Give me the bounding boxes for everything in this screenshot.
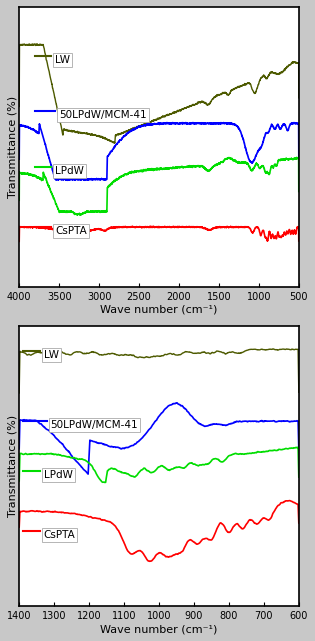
X-axis label: Wave number (cm⁻¹): Wave number (cm⁻¹) <box>100 305 218 315</box>
Text: LPdW: LPdW <box>55 166 84 176</box>
Text: LW: LW <box>55 55 70 65</box>
Y-axis label: Transmittance (%): Transmittance (%) <box>8 96 18 198</box>
Y-axis label: Transmittance (%): Transmittance (%) <box>8 415 18 517</box>
Text: LW: LW <box>44 350 59 360</box>
Text: 50LPdW/MCM-41: 50LPdW/MCM-41 <box>51 420 138 430</box>
Text: CsPTA: CsPTA <box>55 226 87 237</box>
X-axis label: Wave number (cm⁻¹): Wave number (cm⁻¹) <box>100 624 218 634</box>
Text: CsPTA: CsPTA <box>44 529 75 540</box>
Text: 50LPdW/MCM-41: 50LPdW/MCM-41 <box>59 110 147 120</box>
Text: LPdW: LPdW <box>44 470 72 479</box>
